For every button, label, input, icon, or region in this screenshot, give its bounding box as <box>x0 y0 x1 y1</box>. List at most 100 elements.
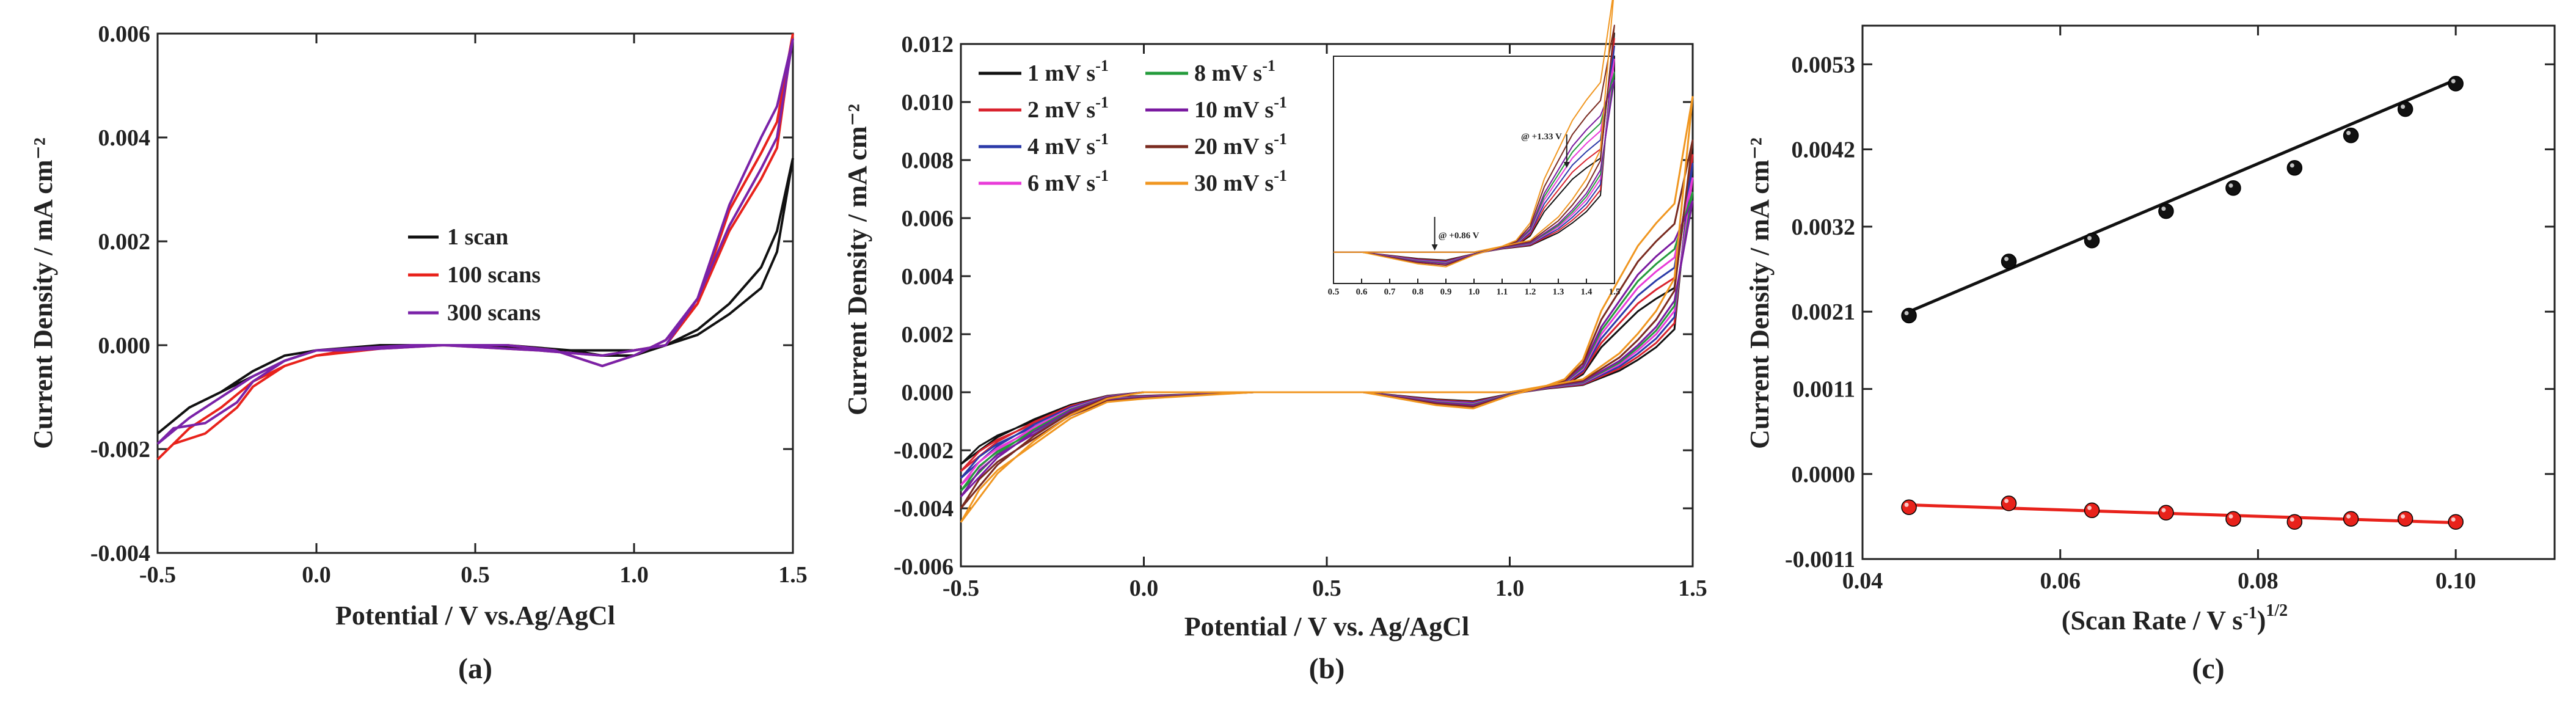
panel-b-legend: 1 mV s-12 mV s-14 mV s-16 mV s-18 mV s-1… <box>979 57 1287 196</box>
legend-b-rate: 30 <box>1194 170 1217 196</box>
data-point-anodic <box>2286 160 2303 176</box>
x-tick-label: 0.0 <box>1129 576 1159 601</box>
legend-b-rate: 10 <box>1194 97 1217 123</box>
legend-b-label-7: 30 mV s-1 <box>1194 167 1287 196</box>
data-point-highlight <box>2228 183 2233 188</box>
y-tick-label: 0.0021 <box>1792 299 1856 325</box>
inset-x-tick-label: 1.0 <box>1469 287 1480 297</box>
legend-b-unit: mV s <box>1224 134 1274 159</box>
data-point-cathodic <box>1901 499 1917 515</box>
legend-b-space <box>1206 60 1212 86</box>
data-point-highlight <box>1904 310 1909 315</box>
y-tick-label: 0.004 <box>902 264 954 290</box>
inset-curve-7 <box>1334 0 1614 268</box>
y-tick-label: 0.0000 <box>1792 462 1856 488</box>
fit-line-anodic <box>1908 78 2457 313</box>
inset-x-tick-label: 1.2 <box>1525 287 1536 297</box>
legend-b-space <box>1217 134 1224 159</box>
legend-b-space <box>1039 60 1045 86</box>
data-point-highlight <box>2228 514 2233 519</box>
legend-b-unit-exp: -1 <box>1262 57 1275 75</box>
panel-a: -0.5 0.0 0.5 1.0 1.5 -0.004 -0.002 0.000 0.002 0.… <box>28 21 808 685</box>
data-point-highlight <box>2401 104 2406 109</box>
panel-a-label: (a) <box>458 653 492 685</box>
data-point-highlight <box>2451 79 2456 84</box>
y-tick-label: -0.004 <box>894 496 954 522</box>
data-point-anodic <box>2225 180 2241 196</box>
legend-b-space <box>1039 134 1045 159</box>
data-point-highlight <box>2346 514 2351 519</box>
legend-b-unit: mV s <box>1212 60 1263 86</box>
legend-b-space <box>1039 97 1045 123</box>
x-tick-label: 1.0 <box>1495 576 1525 601</box>
panel-c-xlabel-sup: -1 <box>2242 604 2257 623</box>
y-tick-label: -0.002 <box>90 437 150 463</box>
legend-b-rate: 1 <box>1027 60 1039 86</box>
y-tick-label: 0.002 <box>902 322 954 348</box>
panel-b-inset: 0.5 0.6 0.7 0.8 0.9 1.0 1.1 1.2 1.3 1.4 1.5 @ +0.8… <box>1328 0 1620 297</box>
y-tick-label: 0.004 <box>98 125 151 151</box>
legend-b-unit: mV s <box>1045 134 1096 159</box>
legend-b-rate: 8 <box>1194 60 1206 86</box>
data-point-anodic <box>2158 203 2174 219</box>
x-tick-label: 0.06 <box>2040 568 2081 594</box>
panel-b-label: (b) <box>1309 653 1345 685</box>
data-point-cathodic <box>2158 505 2174 521</box>
data-point-highlight <box>2346 131 2351 136</box>
legend-b-unit: mV s <box>1224 170 1274 196</box>
panel-a-xlabel: Potential / V vs.Ag/AgCl <box>335 601 615 631</box>
panel-a-ylabel: Current Density / mA cm⁻² <box>28 137 58 449</box>
cv-curve-a-2 <box>156 38 794 445</box>
data-point-cathodic <box>2343 511 2359 527</box>
inset-ticks: 0.5 0.6 0.7 0.8 0.9 1.0 1.1 1.2 1.3 1.4 1.5 <box>1328 279 1620 297</box>
legend-b-space <box>1039 170 1045 196</box>
legend-b-rate: 20 <box>1194 134 1217 159</box>
y-tick-label: -0.002 <box>894 438 954 464</box>
legend-b-label-2: 4 mV s-1 <box>1027 130 1109 159</box>
legend-b-label-5: 10 mV s-1 <box>1194 93 1287 123</box>
panel-b: -0.5 0.0 0.5 1.0 1.5 -0.006 -0.004 -0.002 0.000 0… <box>842 0 1707 685</box>
legend-b-unit-exp: -1 <box>1095 167 1109 185</box>
legend-b-rate: 2 <box>1027 97 1039 123</box>
data-point-anodic <box>2001 254 2017 269</box>
panel-a-legend: 1 scan 100 scans 300 scans <box>408 224 541 326</box>
x-tick-label: 0.10 <box>2436 568 2476 594</box>
data-point-highlight <box>2290 517 2294 522</box>
y-tick-label: -0.0011 <box>1785 547 1855 572</box>
legend-b-unit-exp: -1 <box>1274 167 1287 185</box>
legend-b-label-3: 6 mV s-1 <box>1027 167 1109 196</box>
legend-b-unit-exp: -1 <box>1095 93 1109 111</box>
y-tick-label: 0.002 <box>98 229 151 255</box>
inset-annotations: @ +0.86 V @ +1.33 V <box>1431 132 1570 250</box>
inset-arrowhead-1 <box>1563 162 1570 168</box>
inset-x-tick-label: 1.4 <box>1581 287 1593 297</box>
y-tick-label: 0.0053 <box>1792 52 1856 78</box>
panel-c-xlabel: (Scan Rate / V s-1)1/2 <box>2062 601 2288 635</box>
data-point-highlight <box>2004 257 2009 261</box>
legend-b-space <box>1217 170 1224 196</box>
inset-x-tick-label: 0.8 <box>1412 287 1424 297</box>
data-point-cathodic <box>2286 514 2303 530</box>
x-tick-label: 0.04 <box>1842 568 1883 594</box>
inset-x-tick-label: 1.3 <box>1553 287 1564 297</box>
panel-c: 0.04 0.06 0.08 0.10 -0.0011 0.0000 0.0011 0.002… <box>1745 24 2556 685</box>
inset-x-tick-label: 0.7 <box>1384 287 1396 297</box>
data-point-cathodic <box>2001 495 2017 511</box>
y-tick-label: 0.0011 <box>1793 377 1855 403</box>
y-tick-label: 0.000 <box>902 380 954 406</box>
legend-b-rate: 4 <box>1027 134 1039 159</box>
data-point-highlight <box>2451 517 2456 522</box>
legend-a-label-2: 300 scans <box>447 300 541 326</box>
legend-b-label-6: 20 mV s-1 <box>1194 130 1287 159</box>
panel-a-ticks: -0.5 0.0 0.5 1.0 1.5 -0.004 -0.002 0.000 0.002 0.… <box>90 21 808 588</box>
inset-x-tick-label: 0.9 <box>1440 287 1452 297</box>
y-tick-label: 0.000 <box>98 333 151 359</box>
data-point-highlight <box>2161 207 2166 211</box>
data-point-highlight <box>2004 499 2009 503</box>
legend-b-unit-exp: -1 <box>1274 130 1287 148</box>
y-tick-label: 0.006 <box>98 21 151 47</box>
cv-curve-b-7 <box>960 96 1694 523</box>
data-point-highlight <box>2401 514 2406 519</box>
legend-b-unit-exp: -1 <box>1274 93 1287 111</box>
panel-c-xlabel-end-sup: 1/2 <box>2266 601 2288 620</box>
